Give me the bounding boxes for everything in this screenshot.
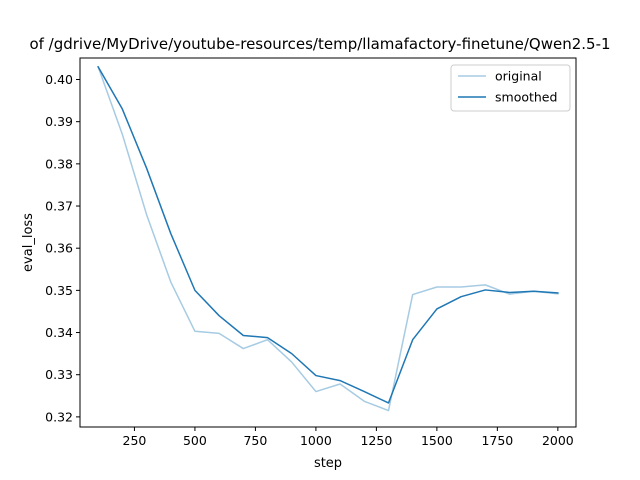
y-tick-label: 0.37 <box>45 199 73 214</box>
x-tick-label: 750 <box>243 433 267 448</box>
plot-frame <box>79 57 577 428</box>
y-tick-label: 0.35 <box>45 283 73 298</box>
y-axis: 0.32 0.33 0.34 0.35 0.36 0.37 0.38 0.39 0.40 <box>45 72 80 424</box>
x-tick-label: 1000 <box>300 433 332 448</box>
legend-label-smoothed: smoothed <box>495 90 557 105</box>
legend: original smoothed <box>450 64 571 112</box>
y-tick-label: 0.32 <box>45 409 73 424</box>
series-line-smoothed <box>97 65 559 404</box>
series-line-original <box>97 65 559 412</box>
x-tick-label: 1250 <box>360 433 392 448</box>
x-axis: 250 500 750 1000 1250 1500 1750 2000 <box>123 427 574 448</box>
series-lines <box>97 65 559 412</box>
x-axis-title: step <box>314 456 342 471</box>
x-tick-label: 1500 <box>421 433 453 448</box>
y-tick-label: 0.36 <box>45 241 73 256</box>
y-tick-label: 0.34 <box>45 325 73 340</box>
y-axis-title: eval_loss <box>21 213 36 272</box>
y-tick-label: 0.40 <box>45 72 73 87</box>
legend-label-original: original <box>495 69 542 84</box>
plot-area: 250 500 750 1000 1250 1500 1750 2000 0.320.330.… <box>45 57 577 448</box>
y-tick-label: 0.33 <box>45 367 73 382</box>
x-tick-label: 500 <box>183 433 207 448</box>
x-tick-label: 2000 <box>542 433 574 448</box>
y-tick-label: 0.39 <box>45 114 73 129</box>
x-tick-label: 250 <box>123 433 147 448</box>
x-tick-label: 1750 <box>481 433 513 448</box>
y-tick-label: 0.38 <box>45 156 73 171</box>
chart-title: of /gdrive/MyDrive/youtube-resources/tem… <box>29 35 610 53</box>
